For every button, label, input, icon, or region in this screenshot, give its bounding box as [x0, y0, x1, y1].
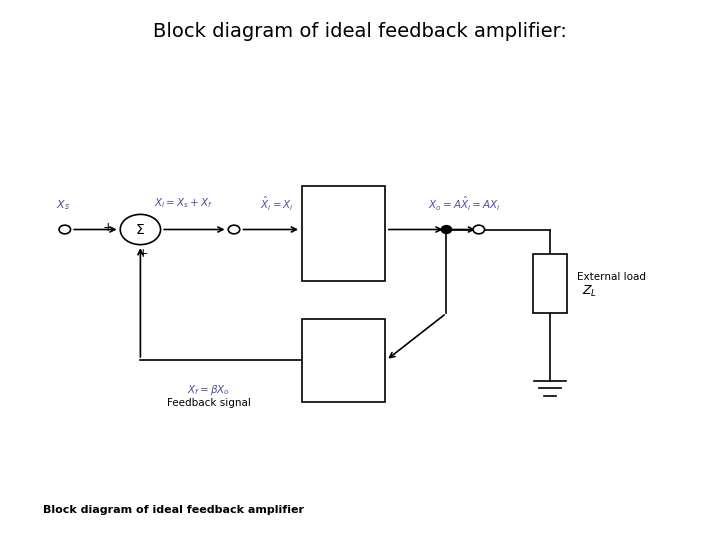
Text: External load: External load	[577, 272, 647, 282]
Text: $X_f = \beta X_o$: $X_f = \beta X_o$	[187, 383, 230, 397]
Text: amplifier: amplifier	[319, 223, 369, 233]
Text: Block diagram of ideal feedback amplifier: Block diagram of ideal feedback amplifie…	[43, 505, 304, 515]
Text: Feedback: Feedback	[318, 342, 370, 352]
Text: A: A	[340, 237, 348, 250]
Text: $X_s$: $X_s$	[56, 198, 71, 212]
Bar	[533, 254, 567, 313]
Text: $Z_L$: $Z_L$	[582, 284, 598, 299]
Text: Block diagram of ideal feedback amplifier:: Block diagram of ideal feedback amplifie…	[153, 22, 567, 40]
Text: Basic: Basic	[329, 211, 359, 221]
Circle shape	[59, 225, 71, 234]
Circle shape	[441, 226, 451, 233]
Text: $X_i = X_s + X_f$: $X_i = X_s + X_f$	[154, 197, 213, 211]
Text: $\hat{X}_i = X_i$: $\hat{X}_i = X_i$	[261, 194, 294, 213]
Text: $\Sigma$: $\Sigma$	[135, 222, 145, 237]
Text: +: +	[103, 221, 113, 234]
Text: $X_o = A\hat{X}_i = AX_i$: $X_o = A\hat{X}_i = AX_i$	[428, 194, 500, 213]
Text: network: network	[321, 354, 366, 364]
Bar	[302, 319, 385, 402]
Text: +: +	[138, 247, 148, 260]
Circle shape	[228, 225, 240, 234]
Text: Feedback signal: Feedback signal	[167, 399, 251, 408]
Bar	[302, 186, 385, 281]
Text: $\beta$: $\beta$	[338, 365, 349, 383]
Circle shape	[473, 225, 485, 234]
